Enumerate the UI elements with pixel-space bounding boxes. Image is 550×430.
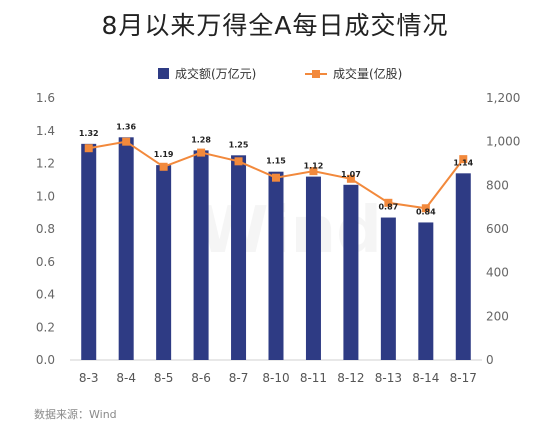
y-right-tick-label: 1,000 <box>486 135 520 149</box>
bar <box>268 171 284 360</box>
bar-data-label: 0.87 <box>378 203 398 212</box>
bar-data-label: 1.12 <box>304 162 324 171</box>
bar <box>118 137 134 360</box>
chart-title: 8月以来万得全A每日成交情况 <box>101 11 449 40</box>
y-left-tick-label: 0.4 <box>36 288 55 302</box>
bar-data-label: 1.07 <box>341 170 361 179</box>
y-right-tick-label: 600 <box>486 222 509 236</box>
legend-swatch-marker <box>312 70 320 78</box>
y-left-tick-label: 0.2 <box>36 320 55 334</box>
x-tick-label: 8-13 <box>375 371 402 385</box>
legend-swatch-bar <box>158 68 169 79</box>
bar-data-label: 0.84 <box>416 207 436 216</box>
y-right-tick-label: 1,200 <box>486 91 520 105</box>
x-tick-label: 8-10 <box>262 371 289 385</box>
y-right-tick-label: 400 <box>486 266 509 280</box>
bar <box>156 165 172 360</box>
x-tick-label: 8-3 <box>79 371 99 385</box>
bar-data-label: 1.32 <box>79 129 99 138</box>
bar-data-label: 1.36 <box>116 122 136 131</box>
source-note: 数据来源：Wind <box>34 408 117 421</box>
bar <box>380 217 396 360</box>
bar <box>418 222 434 360</box>
bar <box>305 176 321 360</box>
legend-label-bar: 成交额(万亿元) <box>175 66 256 81</box>
bar <box>231 155 247 360</box>
y-left-tick-label: 1.0 <box>36 189 55 203</box>
legend-label-line: 成交量(亿股) <box>333 66 402 81</box>
y-right-tick-label: 200 <box>486 309 509 323</box>
line-point <box>459 155 468 164</box>
bar <box>455 173 471 360</box>
y-left-tick-label: 0.8 <box>36 222 55 236</box>
line-point <box>122 137 131 146</box>
y-right-tick-label: 0 <box>486 353 494 367</box>
y-left-tick-label: 1.6 <box>36 91 55 105</box>
line-point <box>421 204 430 213</box>
line-point <box>309 167 318 176</box>
bar-data-label: 1.25 <box>229 140 249 149</box>
x-tick-label: 8-7 <box>229 371 249 385</box>
line-point <box>346 174 355 183</box>
line-point <box>272 173 280 182</box>
x-tick-label: 8-4 <box>116 371 136 385</box>
bar-data-label: 1.14 <box>453 158 473 167</box>
y-left-tick-label: 1.4 <box>36 124 55 138</box>
line-point <box>159 162 168 171</box>
line-point <box>384 198 393 207</box>
bar-data-label: 1.15 <box>266 157 286 166</box>
line-point <box>234 157 243 166</box>
bar <box>193 150 209 360</box>
bar-data-label: 1.28 <box>191 135 211 144</box>
bar <box>343 184 359 360</box>
y-left-tick-label: 0.0 <box>36 353 55 367</box>
y-right-tick-label: 800 <box>486 178 509 192</box>
x-tick-label: 8-12 <box>337 371 364 385</box>
bar <box>81 143 97 360</box>
y-left-tick-label: 0.6 <box>36 255 55 269</box>
y-left-tick-label: 1.2 <box>36 157 55 171</box>
x-tick-label: 8-14 <box>412 371 439 385</box>
line-point <box>84 144 93 153</box>
x-tick-label: 8-17 <box>450 371 477 385</box>
x-tick-label: 8-11 <box>300 371 327 385</box>
x-tick-label: 8-6 <box>191 371 211 385</box>
x-tick-label: 8-5 <box>154 371 174 385</box>
line-point <box>197 148 206 157</box>
bar-data-label: 1.19 <box>154 150 174 159</box>
